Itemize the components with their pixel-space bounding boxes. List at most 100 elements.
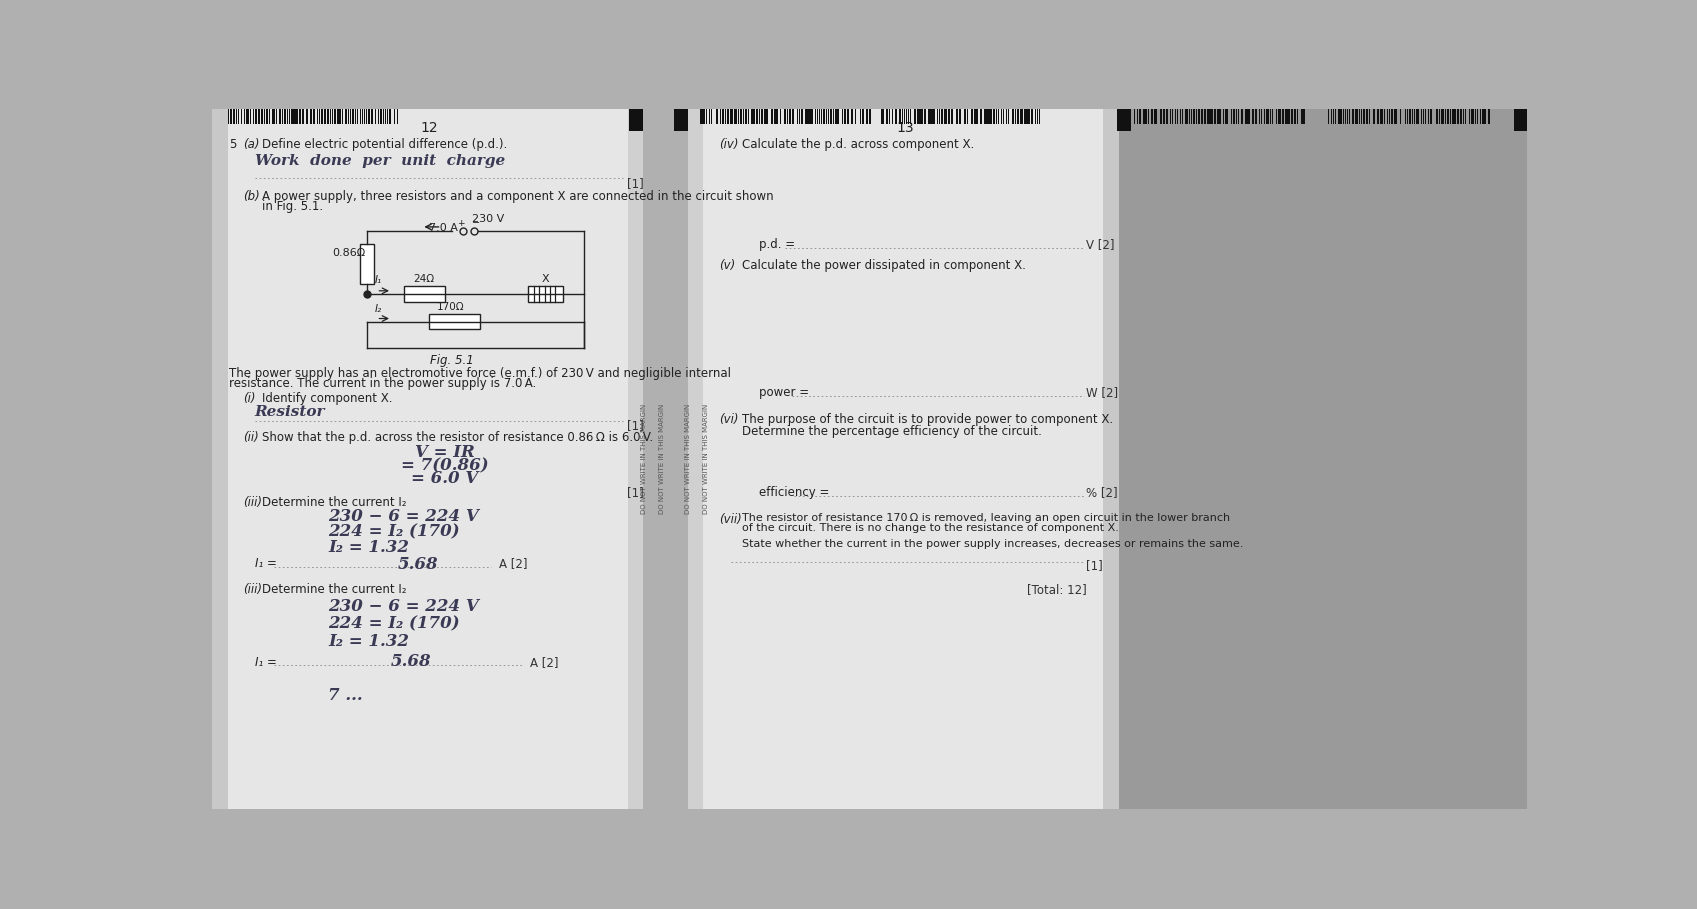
- Bar: [292, 109, 294, 125]
- Bar: [1162, 109, 1166, 125]
- Bar: [843, 109, 847, 125]
- Bar: [1027, 109, 1030, 125]
- Text: Calculate the power dissipated in component X.: Calculate the power dissipated in compon…: [742, 259, 1027, 272]
- Text: (ii): (ii): [243, 431, 260, 444]
- Bar: [792, 109, 794, 125]
- Bar: [1207, 109, 1210, 125]
- Text: 7.0 A: 7.0 A: [429, 223, 458, 233]
- Bar: [886, 109, 888, 125]
- Bar: [808, 109, 809, 125]
- Bar: [1429, 109, 1432, 125]
- Bar: [1353, 109, 1354, 125]
- Bar: [1210, 109, 1213, 125]
- Text: I₁ =: I₁ =: [255, 557, 277, 570]
- Bar: [923, 109, 927, 125]
- Text: The resistor of resistance 170 Ω is removed, leaving an open circuit in the lowe: The resistor of resistance 170 Ω is remo…: [742, 514, 1230, 524]
- Bar: [752, 109, 755, 125]
- Text: I₂ = 1.32: I₂ = 1.32: [329, 539, 409, 555]
- Text: Calculate the p.d. across component X.: Calculate the p.d. across component X.: [742, 138, 974, 151]
- Text: [1]: [1]: [1086, 560, 1103, 573]
- Text: I₁ =: I₁ =: [255, 655, 277, 669]
- Text: in Fig. 5.1.: in Fig. 5.1.: [261, 200, 322, 213]
- Text: [1]: [1]: [626, 486, 643, 499]
- Text: State whether the current in the power supply increases, decreases or remains th: State whether the current in the power s…: [742, 539, 1244, 549]
- Bar: [1166, 109, 1169, 125]
- Bar: [1017, 109, 1018, 125]
- Text: Determine the percentage efficiency of the circuit.: Determine the percentage efficiency of t…: [742, 425, 1042, 438]
- Bar: [528, 286, 563, 302]
- Bar: [687, 109, 1118, 809]
- Bar: [338, 109, 341, 125]
- Text: Define electric potential difference (p.d.).: Define electric potential difference (p.…: [261, 138, 507, 151]
- Bar: [1161, 109, 1162, 125]
- Text: = 6.0 V: = 6.0 V: [411, 470, 479, 487]
- Bar: [305, 109, 309, 125]
- Bar: [1417, 109, 1419, 125]
- Bar: [1217, 109, 1220, 125]
- Bar: [261, 109, 263, 125]
- Bar: [1030, 109, 1033, 125]
- Bar: [1281, 109, 1285, 125]
- Text: DO NOT WRITE IN THIS MARGIN: DO NOT WRITE IN THIS MARGIN: [641, 404, 647, 514]
- Text: Identify component X.: Identify component X.: [261, 393, 392, 405]
- Text: I₂ = 1.32: I₂ = 1.32: [329, 633, 409, 650]
- Text: (v): (v): [720, 259, 735, 272]
- Bar: [311, 109, 312, 125]
- Bar: [1241, 109, 1242, 125]
- Bar: [835, 109, 838, 125]
- Text: Work  done  per  unit  charge: Work done per unit charge: [255, 154, 506, 168]
- Text: A [2]: A [2]: [529, 655, 558, 669]
- Bar: [986, 109, 989, 125]
- Bar: [368, 109, 370, 125]
- Bar: [955, 109, 959, 125]
- Bar: [945, 109, 947, 125]
- Bar: [1448, 109, 1449, 125]
- Text: power =: power =: [759, 386, 809, 399]
- Bar: [302, 109, 304, 125]
- Text: (vi): (vi): [720, 414, 738, 426]
- Bar: [360, 244, 373, 284]
- Text: 224 = I₂ (170): 224 = I₂ (170): [329, 615, 460, 633]
- Bar: [1144, 109, 1147, 125]
- Text: +: +: [456, 219, 465, 228]
- Bar: [334, 109, 336, 125]
- Bar: [1514, 109, 1527, 131]
- Text: I₂: I₂: [375, 304, 382, 314]
- Text: 12: 12: [421, 122, 438, 135]
- Text: Determine the current I₂: Determine the current I₂: [261, 583, 406, 595]
- Bar: [212, 109, 643, 809]
- Text: 230 − 6 = 224 V: 230 − 6 = 224 V: [329, 508, 479, 524]
- Bar: [1291, 109, 1293, 125]
- Text: V = IR: V = IR: [414, 444, 475, 461]
- Bar: [1436, 109, 1437, 125]
- Bar: [989, 109, 991, 125]
- Bar: [830, 109, 832, 125]
- Text: (iv): (iv): [720, 138, 738, 151]
- Text: resistance. The current in the power supply is 7.0 A.: resistance. The current in the power sup…: [229, 377, 536, 390]
- Bar: [1205, 109, 1207, 125]
- Bar: [950, 109, 954, 125]
- Bar: [628, 109, 643, 809]
- Bar: [294, 109, 297, 125]
- Text: (iii): (iii): [243, 583, 261, 595]
- Text: % [2]: % [2]: [1086, 486, 1118, 499]
- Bar: [850, 109, 854, 125]
- Bar: [351, 109, 355, 125]
- Bar: [246, 109, 248, 125]
- Text: Show that the p.d. across the resistor of resistance 0.86 Ω is 6.0 V.: Show that the p.d. across the resistor o…: [261, 431, 653, 444]
- Text: (iii): (iii): [243, 495, 261, 509]
- Bar: [1376, 109, 1380, 125]
- Text: [1]: [1]: [626, 419, 643, 433]
- Bar: [1025, 109, 1027, 125]
- Text: W [2]: W [2]: [1086, 386, 1118, 399]
- Bar: [932, 109, 933, 125]
- Bar: [765, 109, 767, 125]
- Bar: [1471, 109, 1473, 125]
- Text: [Total: 12]: [Total: 12]: [1027, 583, 1086, 595]
- Bar: [1201, 109, 1203, 125]
- Text: 5.68: 5.68: [399, 555, 440, 573]
- Bar: [389, 109, 390, 125]
- Text: DO NOT WRITE IN THIS MARGIN: DO NOT WRITE IN THIS MARGIN: [686, 404, 691, 514]
- Text: 170Ω: 170Ω: [436, 302, 465, 312]
- Bar: [1392, 109, 1393, 125]
